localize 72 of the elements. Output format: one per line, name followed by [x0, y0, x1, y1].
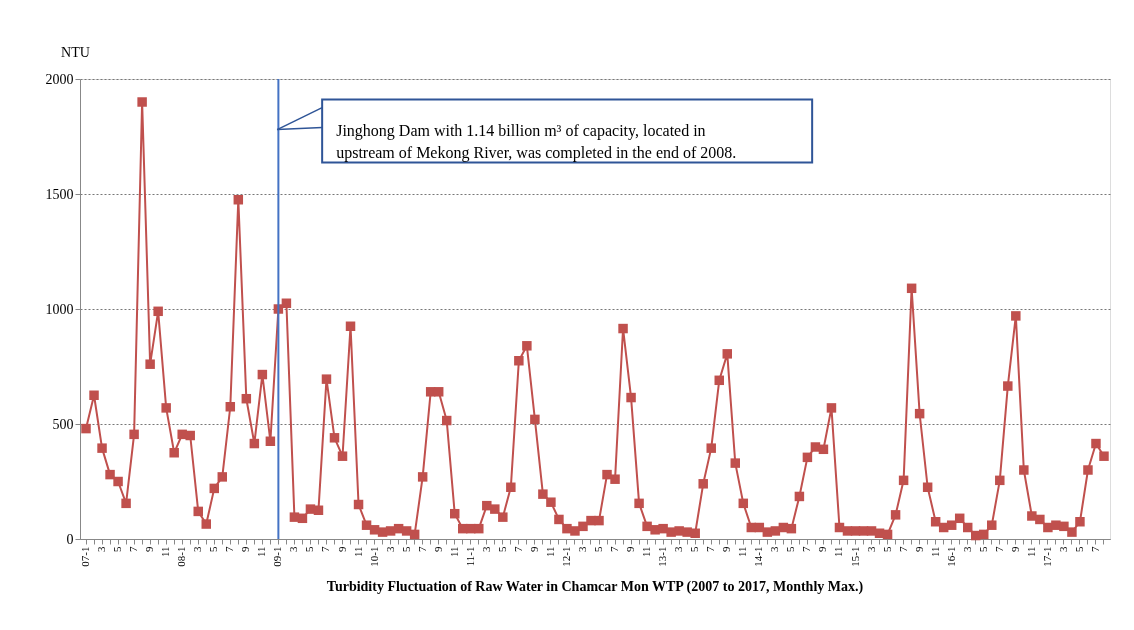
x-tick-label: 5 — [207, 546, 220, 552]
x-tick-label: 3 — [864, 546, 877, 552]
annotation: Jinghong Dam with 1.14 billion m³ of capacity, located in upstream of Mekong River, was completed in the end of 2008. — [336, 122, 737, 163]
x-tick-label: 7 — [608, 546, 621, 552]
x-tick-label: 3 — [479, 546, 492, 552]
x-tick-label: 7 — [319, 546, 332, 552]
x-tick-label: 5 — [880, 546, 893, 552]
x-tick-label: 3 — [768, 546, 781, 552]
x-tick-label: 07-1 — [79, 546, 92, 567]
x-tick-label: 7 — [896, 546, 909, 552]
x-tick-label: 9 — [816, 546, 829, 552]
x-tick-label: 11 — [159, 546, 172, 558]
text: Turbidity Fluctuation of Raw Water in Chamcar Mon WTP (2007 to 2017, Monthly Max.) — [326, 579, 864, 596]
x-tick-label: 7 — [415, 546, 428, 552]
x-tick-label: 9 — [335, 546, 348, 552]
x-tick-label: 7 — [511, 546, 524, 552]
x-tick-label: 11 — [928, 546, 941, 558]
y-tick-label: 0 — [66, 531, 74, 547]
x-tick-label: 5 — [976, 546, 989, 552]
x-tick-label: 5 — [688, 546, 701, 552]
x-tick-label: 3 — [383, 546, 396, 552]
x-tick-label: 11 — [351, 546, 364, 558]
x-tick-label: 15-1 — [848, 546, 861, 567]
x-tick-label: 7 — [704, 546, 717, 552]
x-tick-label: 11 — [255, 546, 268, 558]
x-tick-label: 11 — [1024, 546, 1037, 558]
x-tick-label: 5 — [1072, 546, 1085, 552]
x-tick-label: 5 — [111, 546, 124, 552]
x-tick-label: 11-1 — [463, 546, 476, 567]
x-tick-label: 11 — [447, 546, 460, 558]
x-tick-label: 5 — [303, 546, 316, 552]
x-tick-label: 11 — [543, 546, 556, 558]
x-tick-label: 3 — [287, 546, 300, 552]
x-tick-label: 11 — [832, 546, 845, 558]
x-tick-label: 3 — [191, 546, 204, 552]
x-tick-label: 3 — [960, 546, 973, 552]
x-tick-label: 9 — [527, 546, 540, 552]
y-tick-label: 1500 — [45, 186, 74, 202]
y-tick-label: 500 — [52, 416, 74, 432]
x-tick-label: 9 — [239, 546, 252, 552]
x-tick-label: 9 — [143, 546, 156, 552]
x-tick-label: 14-1 — [752, 546, 765, 567]
x-tick-label: 5 — [784, 546, 797, 552]
x-tick-label: 11 — [736, 546, 749, 558]
x-tick-label: 11 — [640, 546, 653, 558]
x-tick-label: 7 — [127, 546, 140, 552]
x-tick-label: 5 — [495, 546, 508, 552]
x-tick-label: 7 — [800, 546, 813, 552]
x-tick-label: 09-1 — [271, 546, 284, 567]
x-tick-label: 7 — [992, 546, 1005, 552]
x-tick-label: 13-1 — [656, 546, 669, 567]
x-tick-label: 3 — [95, 546, 108, 552]
y-tick-label: 1000 — [45, 301, 74, 317]
x-tick-label: 12-1 — [559, 546, 572, 567]
x-tick-label: 9 — [624, 546, 637, 552]
x-tick-label: 3 — [575, 546, 588, 552]
x-tick-label: 10-1 — [367, 546, 380, 567]
x-tick-label: 7 — [1088, 546, 1101, 552]
x-tick-label: 3 — [1056, 546, 1069, 552]
x-tick-label: 7 — [223, 546, 236, 552]
x-tick-label: 9 — [912, 546, 925, 552]
x-tick-label: 08-1 — [175, 546, 188, 567]
x-tick-label: 16-1 — [944, 546, 957, 567]
x-tick-label: 17-1 — [1040, 546, 1053, 567]
y-tick-label: 2000 — [45, 71, 74, 87]
y-axis-title: NTU — [61, 44, 90, 60]
x-tick-label: 5 — [399, 546, 412, 552]
x-tick-label: 5 — [592, 546, 605, 552]
x-tick-label: 9 — [1008, 546, 1021, 552]
x-tick-label: 3 — [672, 546, 685, 552]
x-tick-label: 9 — [720, 546, 733, 552]
x-tick-label: 9 — [431, 546, 444, 552]
